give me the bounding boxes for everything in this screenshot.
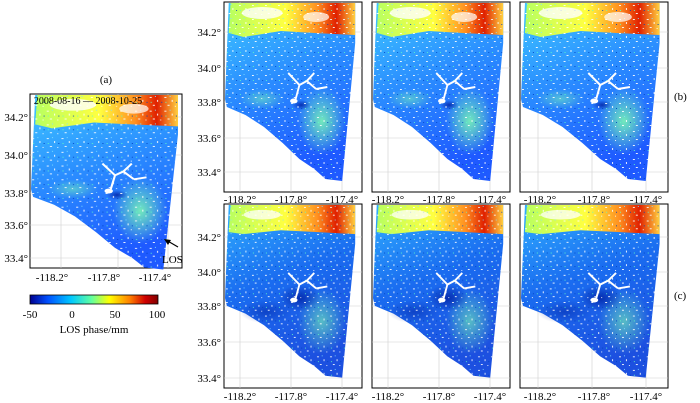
grid-lat-tick: 33.6° (197, 133, 221, 145)
colorbar-tick: -50 (23, 309, 38, 321)
panel-b3 (519, 1, 669, 193)
grid-lon-tick: -118.2° (524, 194, 556, 206)
grid-lat-tick: 33.8° (197, 97, 221, 109)
grid-lat-tick: 34.0° (197, 63, 221, 75)
grid-lon-tick: -117.4° (630, 194, 662, 206)
panel-a-lat-tick: 33.6° (4, 220, 28, 232)
panel-a-lon-tick: -117.8° (88, 272, 120, 284)
grid-lat-tick: 34.0° (197, 267, 221, 279)
grid-lat-tick: 33.4° (197, 373, 221, 385)
grid-lon-tick: -117.8° (423, 391, 455, 403)
grid-lon-tick: -117.4° (474, 391, 506, 403)
colorbar-tick: 50 (110, 309, 122, 321)
grid-lon-tick: -117.8° (275, 194, 307, 206)
panel-a-lat-tick: 34.0° (4, 150, 28, 162)
panel-c1 (223, 203, 363, 389)
panel-b2 (371, 1, 511, 193)
panel-a-date-range: 2008-08-16 — 2008-10-25 (34, 96, 142, 107)
colorbar-title: LOS phase/mm (60, 324, 129, 336)
grid-lon-tick: -118.2° (224, 391, 256, 403)
grid-lon-tick: -117.4° (326, 194, 358, 206)
grid-lon-ticks-top: -118.2° -117.8° -117.4° -118.2° -117.8° … (224, 194, 662, 206)
panel-a-lon-ticks: -118.2° -117.8° -117.4° (36, 272, 171, 284)
panel-a-lat-tick: 33.8° (4, 188, 28, 200)
grid-lon-tick: -117.4° (630, 391, 662, 403)
grid-lon-ticks-bottom: -118.2° -117.8° -117.4° -118.2° -117.8° … (224, 391, 662, 403)
panel-a-lat-ticks: 34.2° 34.0° 33.8° 33.6° 33.4° (4, 112, 28, 265)
grid-lat-tick: 33.6° (197, 337, 221, 349)
colorbar-bar (29, 294, 159, 305)
panel-a-lon-tick: -117.4° (139, 272, 171, 284)
grid-lat-tick: 34.2° (197, 27, 221, 39)
grid-lon-tick: -117.8° (578, 391, 610, 403)
los-label: LOS (162, 254, 183, 266)
grid-lat-tick: 33.8° (197, 301, 221, 313)
grid-lat-tick: 34.2° (197, 232, 221, 244)
panel-c3 (519, 203, 669, 389)
grid-lon-tick: -117.8° (275, 391, 307, 403)
grid-lon-tick: -117.8° (578, 194, 610, 206)
colorbar-ticks: -50 0 50 100 (23, 309, 166, 321)
panel-a: (a) 2008-08-16 — 2008-10-25 LOS 34.2° 34… (4, 74, 182, 284)
panel-a-label: (a) (100, 74, 113, 86)
colorbar-tick: 0 (69, 309, 75, 321)
row-label-c: (c) (674, 290, 687, 302)
panel-a-lon-tick: -118.2° (36, 272, 68, 284)
grid-lon-tick: -117.4° (326, 391, 358, 403)
grid-lat-ticks-top: 34.2° 34.0° 33.8° 33.6° 33.4° (197, 27, 221, 179)
grid-lat-ticks-bottom: 34.2° 34.0° 33.8° 33.6° 33.4° (197, 232, 221, 385)
panel-a-lat-tick: 34.2° (4, 112, 28, 124)
los-arrow-head (164, 239, 171, 245)
grid-lon-tick: -118.2° (224, 194, 256, 206)
panel-c2 (371, 203, 511, 389)
grid-lon-tick: -117.8° (423, 194, 455, 206)
grid-lon-tick: -117.4° (474, 194, 506, 206)
row-label-b: (b) (674, 91, 687, 103)
colorbar: -50 0 50 100 LOS phase/mm (23, 294, 166, 336)
grid-lon-tick: -118.2° (372, 194, 404, 206)
grid-lon-tick: -118.2° (372, 391, 404, 403)
colorbar-tick: 100 (149, 309, 166, 321)
panel-b1 (223, 1, 363, 193)
grid-lat-tick: 33.4° (197, 167, 221, 179)
panel-a-lat-tick: 33.4° (4, 253, 28, 265)
grid-lon-tick: -118.2° (524, 391, 556, 403)
